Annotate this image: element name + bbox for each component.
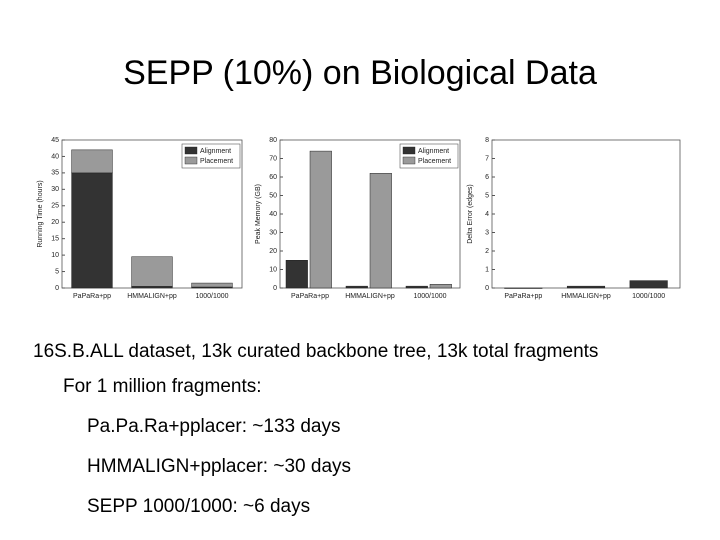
y-tick-label: 45 [51, 137, 59, 144]
y-tick-label: 40 [269, 211, 277, 218]
bar [285, 260, 308, 289]
legend-swatch [184, 156, 198, 165]
slide-title: SEPP (10%) on Biological Data [123, 54, 597, 92]
y-tick-label: 10 [51, 252, 59, 259]
y-tick-label: 7 [485, 155, 489, 162]
y-axis-label: Delta Error (edges) [467, 184, 474, 244]
y-tick-label: 20 [269, 248, 277, 255]
y-tick-label: 5 [485, 192, 489, 199]
bar [629, 280, 668, 289]
y-tick-label: 5 [55, 268, 59, 275]
x-tick-label: PaPaRa+pp [73, 293, 111, 300]
y-tick-label: 1 [485, 266, 489, 273]
y-tick-label: 0 [485, 285, 489, 292]
x-tick-label: HMMALIGN+pp [127, 293, 177, 300]
y-tick-label: 70 [269, 155, 277, 162]
y-tick-label: 80 [269, 137, 277, 144]
y-tick-label: 20 [51, 219, 59, 226]
bar [405, 285, 428, 289]
y-axis-label: Peak Memory (GB) [255, 184, 262, 244]
bar [504, 287, 543, 289]
y-tick-label: 0 [273, 285, 277, 292]
x-tick-label: PaPaRa+pp [291, 293, 329, 300]
y-tick-label: 3 [485, 229, 489, 236]
y-tick-label: 60 [269, 174, 277, 181]
y-tick-label: 0 [55, 285, 59, 292]
text-line: For 1 million fragments: [63, 376, 262, 397]
y-tick-label: 40 [51, 153, 59, 160]
x-tick-label: 1000/1000 [195, 293, 228, 300]
text-line: 16S.B.ALL dataset, 13k curated backbone … [33, 341, 598, 362]
x-tick-label: 1000/1000 [632, 293, 665, 300]
bar-segment [191, 282, 233, 288]
y-tick-label: 8 [485, 137, 489, 144]
legend-swatch [184, 146, 198, 155]
text-line: HMMALIGN+pplacer: ~30 days [87, 456, 351, 477]
bar-segment [71, 172, 113, 289]
x-tick-label: HMMALIGN+pp [561, 293, 611, 300]
y-tick-label: 4 [485, 211, 489, 218]
legend-swatch [402, 146, 416, 155]
legend-label: Placement [200, 158, 233, 165]
bar [309, 150, 332, 289]
legend-swatch [402, 156, 416, 165]
y-tick-label: 15 [51, 236, 59, 243]
bar-segment [71, 149, 113, 174]
y-tick-label: 25 [51, 203, 59, 210]
bar [345, 285, 368, 289]
y-axis-label: Running Time (hours) [37, 180, 44, 247]
y-tick-label: 6 [485, 174, 489, 181]
x-tick-label: PaPaRa+pp [504, 293, 542, 300]
legend-label: Alignment [200, 148, 231, 155]
legend-label: Placement [418, 158, 451, 165]
bar [369, 173, 392, 289]
y-tick-label: 50 [269, 192, 277, 199]
y-tick-label: 35 [51, 170, 59, 177]
bar [429, 284, 452, 289]
x-tick-label: HMMALIGN+pp [345, 293, 395, 300]
y-tick-label: 30 [51, 186, 59, 193]
plot-frame [491, 139, 681, 289]
legend-label: Alignment [418, 148, 449, 155]
x-tick-label: 1000/1000 [413, 293, 446, 300]
y-tick-label: 30 [269, 229, 277, 236]
bar-segment [131, 256, 173, 287]
text-line: SEPP 1000/1000: ~6 days [87, 496, 310, 517]
bar [566, 285, 606, 289]
y-tick-label: 2 [485, 248, 489, 255]
text-line: Pa.Pa.Ra+pplacer: ~133 days [87, 416, 341, 437]
y-tick-label: 10 [269, 266, 277, 273]
